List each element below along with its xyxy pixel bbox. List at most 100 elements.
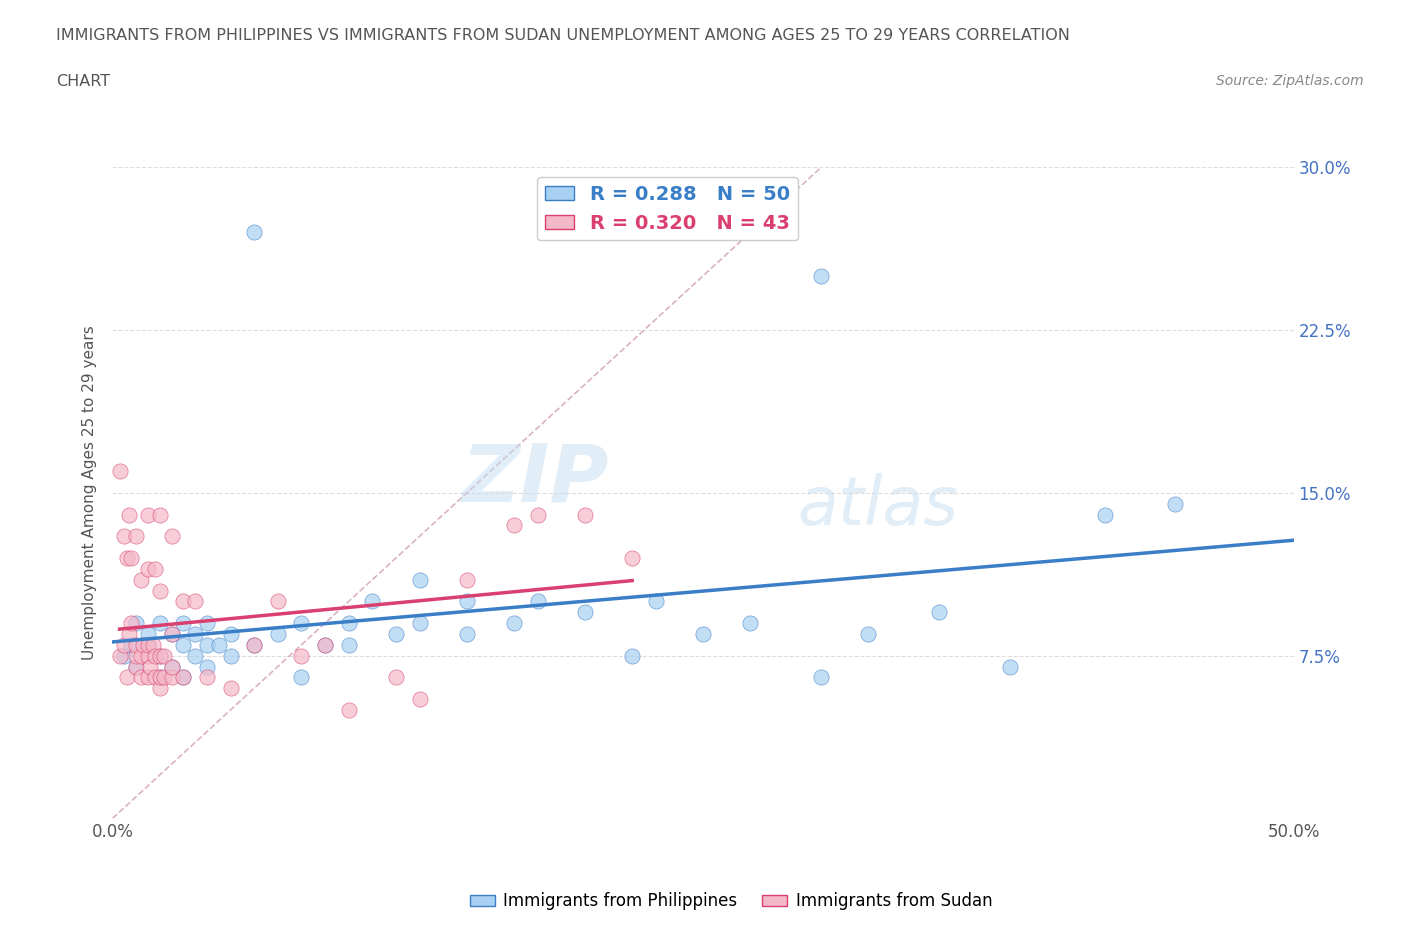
- Text: IMMIGRANTS FROM PHILIPPINES VS IMMIGRANTS FROM SUDAN UNEMPLOYMENT AMONG AGES 25 : IMMIGRANTS FROM PHILIPPINES VS IMMIGRANT…: [56, 28, 1070, 43]
- Point: [195, 616, 218, 631]
- Point: [243, 637, 266, 652]
- Point: [149, 507, 172, 522]
- Text: ZIP: ZIP: [461, 441, 609, 519]
- Text: Source: ZipAtlas.com: Source: ZipAtlas.com: [1216, 74, 1364, 88]
- Point: [125, 637, 148, 652]
- Point: [408, 692, 430, 707]
- Point: [120, 616, 142, 631]
- Point: [160, 659, 183, 674]
- Point: [115, 670, 138, 684]
- Point: [153, 648, 176, 663]
- Point: [149, 583, 172, 598]
- Point: [998, 659, 1021, 674]
- Point: [219, 627, 242, 642]
- Point: [132, 637, 155, 652]
- Point: [136, 507, 159, 522]
- Point: [267, 627, 290, 642]
- Point: [136, 637, 159, 652]
- Point: [118, 507, 141, 522]
- Point: [692, 627, 714, 642]
- Point: [243, 225, 266, 240]
- Point: [149, 648, 172, 663]
- Point: [129, 572, 152, 587]
- Point: [143, 670, 166, 684]
- Point: [172, 594, 194, 609]
- Point: [314, 637, 336, 652]
- Text: atlas: atlas: [797, 473, 959, 538]
- Point: [125, 616, 148, 631]
- Point: [120, 551, 142, 565]
- Point: [108, 464, 131, 479]
- Point: [112, 637, 135, 652]
- Point: [1094, 507, 1116, 522]
- Point: [112, 648, 135, 663]
- Point: [160, 529, 183, 544]
- Point: [184, 627, 207, 642]
- Point: [125, 659, 148, 674]
- Point: [810, 269, 832, 284]
- Point: [574, 507, 596, 522]
- Point: [644, 594, 666, 609]
- Point: [503, 616, 526, 631]
- Point: [149, 681, 172, 696]
- Point: [153, 670, 176, 684]
- Point: [858, 627, 880, 642]
- Legend: R = 0.288   N = 50, R = 0.320   N = 43: R = 0.288 N = 50, R = 0.320 N = 43: [537, 177, 797, 240]
- Text: CHART: CHART: [56, 74, 110, 89]
- Point: [337, 702, 360, 717]
- Point: [195, 659, 218, 674]
- Point: [267, 594, 290, 609]
- Point: [143, 648, 166, 663]
- Point: [125, 659, 148, 674]
- Point: [136, 637, 159, 652]
- Point: [810, 670, 832, 684]
- Point: [108, 648, 131, 663]
- Point: [503, 518, 526, 533]
- Point: [456, 594, 478, 609]
- Point: [142, 637, 165, 652]
- Point: [172, 616, 194, 631]
- Point: [408, 572, 430, 587]
- Point: [195, 670, 218, 684]
- Point: [219, 648, 242, 663]
- Point: [456, 572, 478, 587]
- Point: [149, 670, 172, 684]
- Point: [136, 670, 159, 684]
- Point: [1164, 497, 1187, 512]
- Point: [928, 604, 950, 619]
- Point: [361, 594, 384, 609]
- Point: [129, 670, 152, 684]
- Point: [337, 616, 360, 631]
- Point: [621, 551, 644, 565]
- Point: [172, 637, 194, 652]
- Y-axis label: Unemployment Among Ages 25 to 29 years: Unemployment Among Ages 25 to 29 years: [82, 326, 97, 660]
- Point: [112, 529, 135, 544]
- Point: [290, 670, 312, 684]
- Point: [160, 627, 183, 642]
- Point: [136, 648, 159, 663]
- Point: [243, 637, 266, 652]
- Point: [385, 670, 408, 684]
- Point: [149, 616, 172, 631]
- Point: [314, 637, 336, 652]
- Point: [149, 648, 172, 663]
- Point: [136, 562, 159, 577]
- Point: [195, 637, 218, 652]
- Point: [290, 616, 312, 631]
- Point: [184, 594, 207, 609]
- Point: [408, 616, 430, 631]
- Legend: Immigrants from Philippines, Immigrants from Sudan: Immigrants from Philippines, Immigrants …: [463, 885, 1000, 917]
- Point: [208, 637, 231, 652]
- Point: [290, 648, 312, 663]
- Point: [574, 604, 596, 619]
- Point: [129, 648, 152, 663]
- Point: [184, 648, 207, 663]
- Point: [172, 670, 194, 684]
- Point: [526, 594, 548, 609]
- Point: [337, 637, 360, 652]
- Point: [219, 681, 242, 696]
- Point: [139, 659, 162, 674]
- Point: [740, 616, 762, 631]
- Point: [118, 627, 141, 642]
- Point: [125, 529, 148, 544]
